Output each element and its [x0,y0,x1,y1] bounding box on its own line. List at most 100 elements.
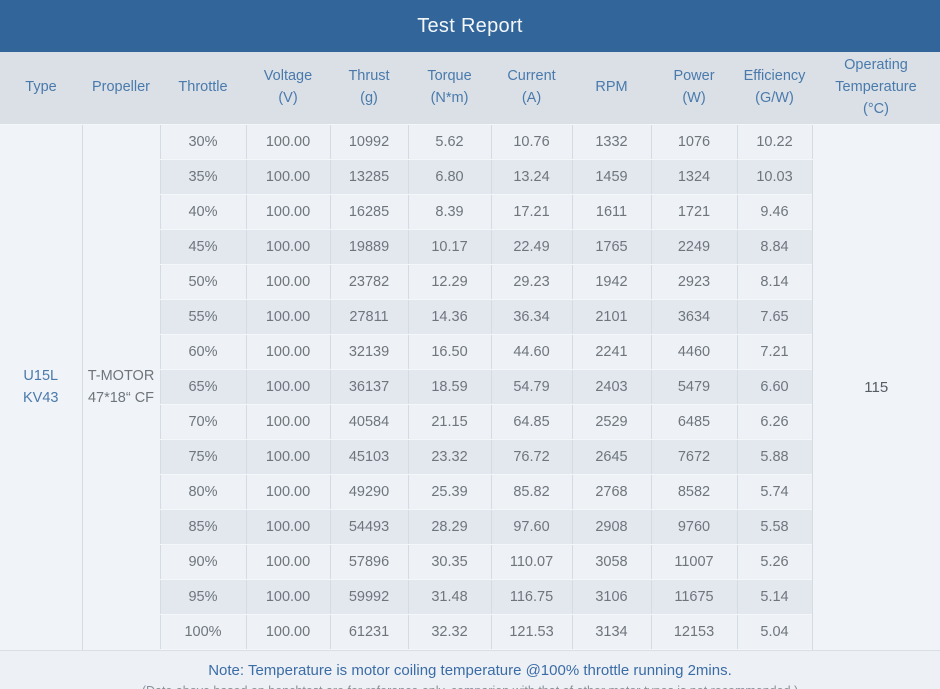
cell-torque: 23.32 [407,439,491,475]
cell-rpm: 3106 [571,579,651,615]
cell-rpm: 3058 [571,544,651,580]
cell-throttle: 90% [159,544,246,580]
table-row: 95% 100.00 59992 31.48 116.75 3106 11675 5.14 [0,579,940,615]
cell-thrust: 10992 [329,124,408,160]
cell-thrust: 36137 [329,369,408,405]
table-row: 50% 100.00 23782 12.29 29.23 1942 2923 8.14 [0,264,940,300]
cell-torque: 21.15 [407,404,491,440]
col-header-power: Power (W) [651,52,737,125]
cell-thrust: 59992 [329,579,408,615]
note-primary: Note: Temperature is motor coiling tempe… [208,662,732,679]
col-header-efficiency: Efficiency (G/W) [737,52,812,125]
cell-thrust: 54493 [329,509,408,545]
col-header-torque: Torque (N*m) [408,52,491,125]
col-unit: (V) [278,90,298,106]
cell-throttle: 70% [159,404,246,440]
col-unit: (g) [360,90,378,106]
cell-thrust: 23782 [329,264,408,300]
cell-thrust: 61231 [329,614,408,650]
cell-voltage: 100.00 [245,369,330,405]
cell-current: 121.53 [490,614,572,650]
col-label: Efficiency [743,68,806,85]
table-row: 45% 100.00 19889 10.17 22.49 1765 2249 8.84 [0,229,940,265]
cell-voltage: 100.00 [245,334,330,370]
cell-power: 2249 [650,229,737,265]
table-row: 70% 100.00 40584 21.15 64.85 2529 6485 6.26 [0,404,940,440]
cell-torque: 10.17 [407,229,491,265]
col-unit: (A) [521,90,542,106]
col-label: Propeller [91,79,151,96]
col-unit: (W) [682,90,706,106]
cell-rpm: 2645 [571,439,651,475]
cell-efficiency: 9.46 [736,194,812,230]
cell-voltage: 100.00 [245,439,330,475]
report-title-bar: Test Report [0,0,940,52]
cell-torque: 18.59 [407,369,491,405]
cell-torque: 31.48 [407,579,491,615]
col-header-type: Type [0,52,82,125]
cell-voltage: 100.00 [245,404,330,440]
table-row: U15L KV43 T-MOTOR 47*18“ CF 30% 100.00 10992 5.… [0,124,940,650]
cell-rpm: 2101 [571,299,651,335]
col-header-voltage: Voltage (V) [246,52,330,125]
cell-power: 8582 [650,474,737,510]
cell-power: 11007 [650,544,737,580]
type-cell: U15L KV43 [0,124,82,650]
cell-current: 44.60 [490,334,572,370]
cell-voltage: 100.00 [245,544,330,580]
table-row: 85% 100.00 54493 28.29 97.60 2908 9760 5.58 [0,509,940,545]
cell-efficiency: 6.26 [736,404,812,440]
table-row: 40% 100.00 16285 8.39 17.21 1611 1721 9.46 [0,194,940,230]
cell-efficiency: 5.88 [736,439,812,475]
table-row: 65% 100.00 36137 18.59 54.79 2403 5479 6.60 [0,369,940,405]
cell-power: 11675 [650,579,737,615]
cell-efficiency: 5.58 [736,509,812,545]
cell-current: 10.76 [490,124,572,160]
cell-rpm: 1765 [571,229,651,265]
cell-voltage: 100.00 [245,229,330,265]
cell-voltage: 100.00 [245,159,330,195]
cell-efficiency: 7.21 [736,334,812,370]
cell-rpm: 1332 [571,124,651,160]
col-label: RPM [595,79,628,96]
col-header-rpm: RPM [572,52,651,125]
col-header-thrust: Thrust (g) [330,52,408,125]
type-cell-line: U15L [23,367,59,384]
cell-rpm: 1942 [571,264,651,300]
cell-voltage: 100.00 [245,194,330,230]
table-row: 60% 100.00 32139 16.50 44.60 2241 4460 7.21 [0,334,940,370]
cell-thrust: 13285 [329,159,408,195]
cell-rpm: 1611 [571,194,651,230]
cell-throttle: 55% [159,299,246,335]
cell-current: 29.23 [490,264,572,300]
cell-efficiency: 5.14 [736,579,812,615]
cell-thrust: 19889 [329,229,408,265]
cell-throttle: 85% [159,509,246,545]
col-header-operating-temperature: Operating Temperature (°C) [812,52,940,125]
cell-thrust: 57896 [329,544,408,580]
table-row: 80% 100.00 49290 25.39 85.82 2768 8582 5.74 [0,474,940,510]
cell-current: 22.49 [490,229,572,265]
cell-efficiency: 6.60 [736,369,812,405]
propeller-cell-line: 47*18“ CF [87,390,155,407]
table-row: 35% 100.00 13285 6.80 13.24 1459 1324 10.03 [0,159,940,195]
col-label: Thrust [348,68,390,85]
table-row: 100% 100.00 61231 32.32 121.53 3134 12153 5.04 [0,614,940,650]
cell-power: 1076 [650,124,737,160]
cell-voltage: 100.00 [245,299,330,335]
col-header-throttle: Throttle [160,52,246,125]
cell-voltage: 100.00 [245,579,330,615]
cell-current: 116.75 [490,579,572,615]
col-header-current: Current (A) [491,52,572,125]
table-row: 90% 100.00 57896 30.35 110.07 3058 11007 5.26 [0,544,940,580]
table-row: 75% 100.00 45103 23.32 76.72 2645 7672 5.88 [0,439,940,475]
col-label: Type [25,79,57,96]
cell-throttle: 45% [159,229,246,265]
cell-efficiency: 5.74 [736,474,812,510]
cell-power: 12153 [650,614,737,650]
cell-torque: 8.39 [407,194,491,230]
cell-throttle: 50% [159,264,246,300]
col-label: Voltage [263,68,313,85]
cell-thrust: 16285 [329,194,408,230]
cell-current: 76.72 [490,439,572,475]
